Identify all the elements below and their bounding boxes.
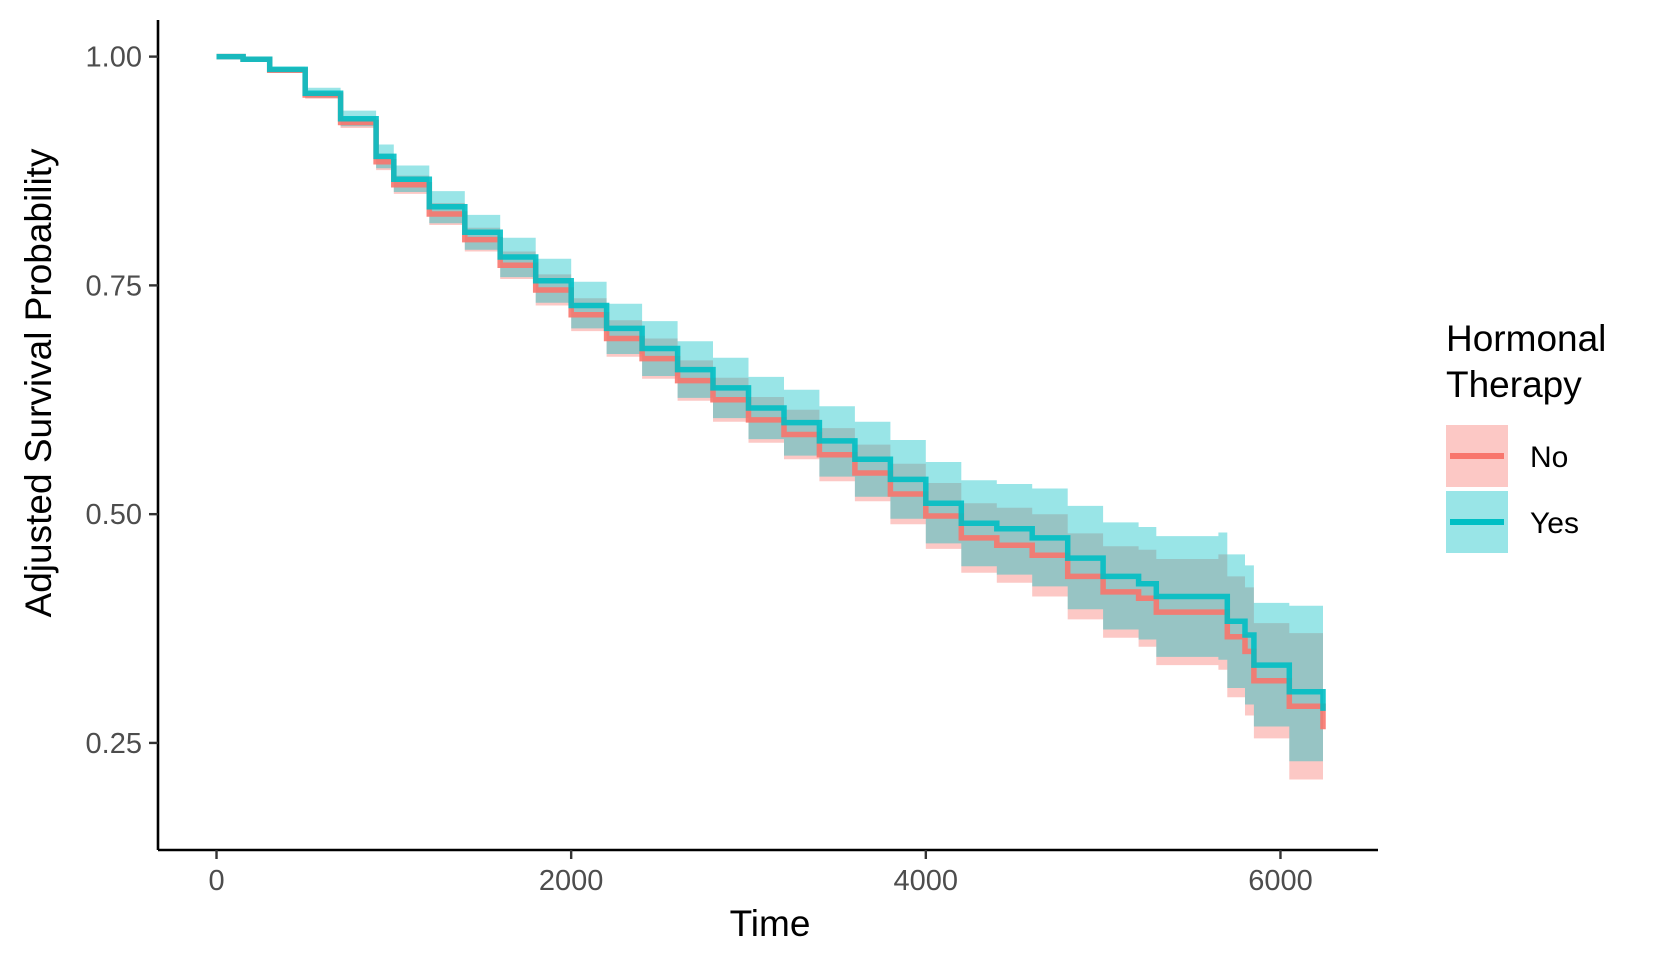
x-axis: 0 2000 4000 6000 xyxy=(158,848,1378,897)
legend-title-line-1: Hormonal xyxy=(1446,318,1606,359)
x-tick-label: 0 xyxy=(208,865,224,897)
y-tick-label: 0.25 xyxy=(86,728,142,760)
x-tick-label: 6000 xyxy=(1248,865,1313,897)
legend-item-no: No xyxy=(1446,425,1568,487)
legend-item-yes: Yes xyxy=(1446,491,1579,553)
y-axis-title: Adjusted Survival Probability xyxy=(18,148,59,617)
confidence-bands xyxy=(216,56,1323,812)
legend-label-yes: Yes xyxy=(1530,507,1579,540)
confidence-band-yes xyxy=(216,56,1323,803)
legend: Hormonal Therapy No Yes xyxy=(1446,318,1606,553)
x-axis-title: Time xyxy=(730,903,811,944)
legend-label-no: No xyxy=(1530,441,1568,474)
y-axis: 0.25 0.50 0.75 1.00 xyxy=(86,20,160,850)
confidence-band-no xyxy=(216,56,1323,812)
legend-title-line-2: Therapy xyxy=(1446,364,1582,405)
x-tick-label: 2000 xyxy=(539,865,604,897)
y-tick-label: 0.75 xyxy=(86,270,142,302)
y-tick-label: 1.00 xyxy=(86,42,142,74)
y-tick-label: 0.50 xyxy=(86,499,142,531)
x-tick-label: 4000 xyxy=(894,865,959,897)
survival-curve-yes xyxy=(216,53,1326,711)
survival-curves xyxy=(216,53,1326,730)
